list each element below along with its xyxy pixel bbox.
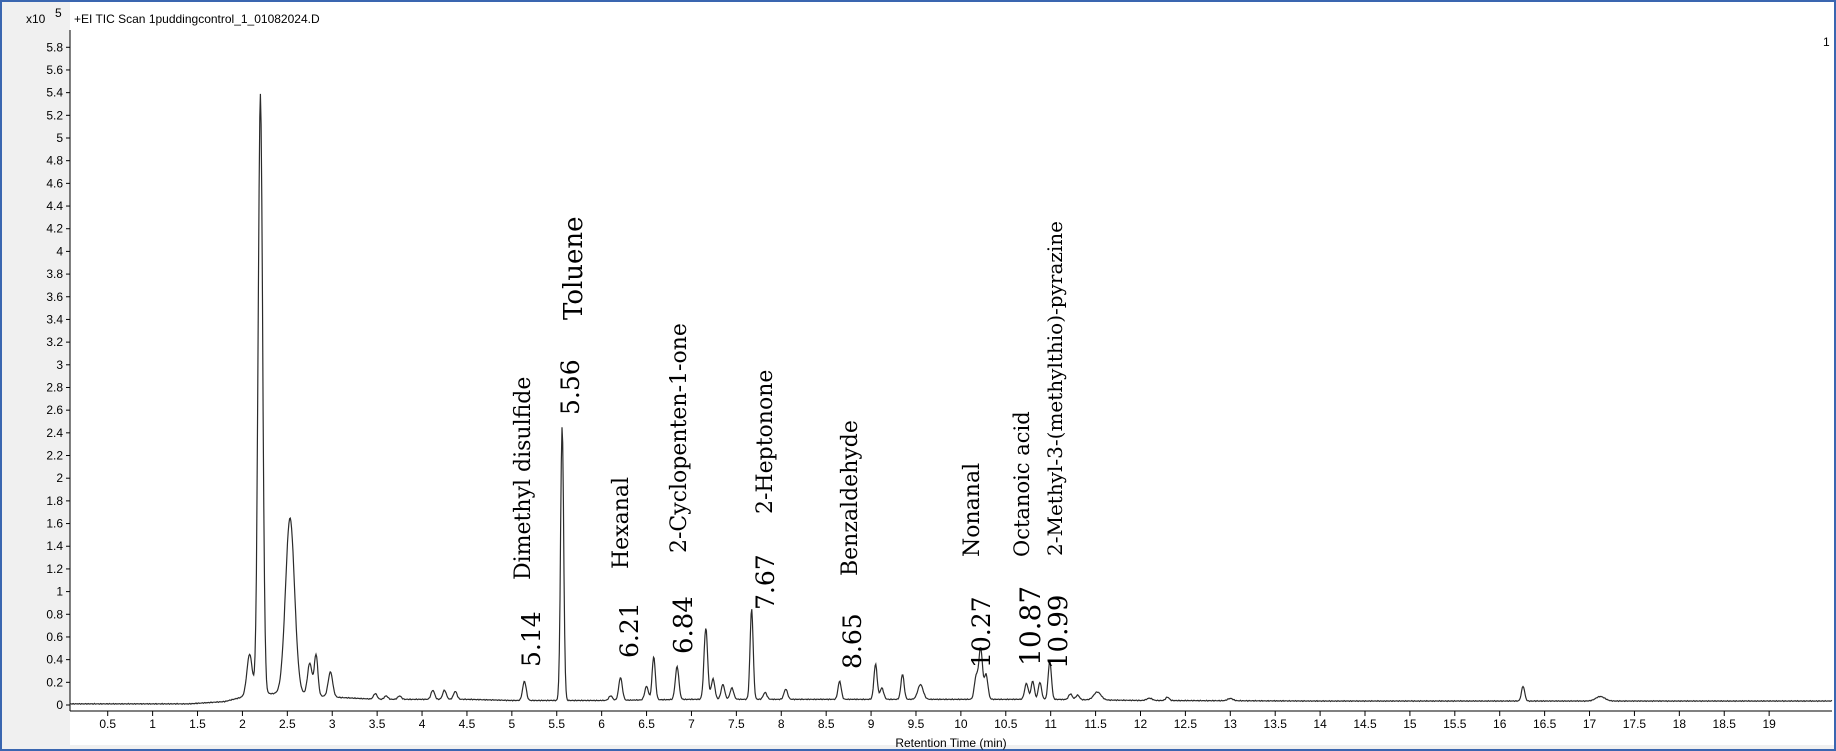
x-tick-label: 10.5: [994, 717, 1018, 731]
x-tick-label: 13.5: [1264, 717, 1288, 731]
y-tick-label: 0.2: [46, 675, 63, 689]
peak-retention-time-label: 7.67: [751, 554, 780, 610]
y-tick-label: 2.4: [46, 426, 63, 440]
peak-compound-name-label: Benzaldehyde: [838, 420, 863, 576]
x-tick-label: 16: [1493, 717, 1507, 731]
x-tick-label: 17.5: [1623, 717, 1647, 731]
peak-retention-time-label: 10.27: [967, 596, 996, 668]
x-tick-label: 8.5: [818, 717, 835, 731]
y-tick-label: 4.2: [46, 222, 63, 236]
x-tick-label: 12: [1134, 717, 1148, 731]
y-tick-label: 0.8: [46, 607, 63, 621]
x-tick-label: 15.5: [1443, 717, 1467, 731]
y-axis-ticks: 0 0.2 0.4 0.6 0.8 1 1.2 1.4 1.6 1.8 2 2.2 2.4 2.6 2.8 3…: [46, 40, 70, 712]
peak-retention-time-label: 5.14: [517, 611, 546, 667]
y-tick-label: 1.6: [46, 517, 63, 531]
peak-compound-name-label: 2-Heptonone: [753, 370, 778, 514]
x-tick-label: 9: [868, 717, 875, 731]
x-tick-label: 3.5: [369, 717, 386, 731]
x-tick-label: 4: [419, 717, 426, 731]
y-tick-label: 1.2: [46, 562, 63, 576]
y-tick-label: 4.4: [46, 199, 63, 213]
peak-compound-name-label: Nonanal: [960, 463, 985, 557]
y-tick-label: 1: [56, 585, 63, 599]
x-tick-label: 8: [778, 717, 785, 731]
peak-compound-name-label: Dimethyl disulfide: [511, 377, 536, 580]
y-tick-label: 5.4: [46, 86, 63, 100]
x-tick-label: 17: [1583, 717, 1597, 731]
x-tick-label: 14.5: [1353, 717, 1377, 731]
x-tick-label: 12.5: [1174, 717, 1198, 731]
y-tick-label: 4: [56, 244, 63, 258]
peak-retention-time-label: 10.87: [1014, 586, 1047, 666]
x-tick-label: 1.5: [189, 717, 206, 731]
peak-retention-time-label: 8.65: [838, 613, 867, 669]
y-tick-label: 2.6: [46, 403, 63, 417]
x-tick-label: 7: [688, 717, 695, 731]
peak-compound-name-label: Toluene: [559, 216, 589, 320]
peak-compound-name-label: Hexanal: [609, 477, 634, 569]
x-tick-label: 15: [1403, 717, 1417, 731]
y-multiplier-base: x10: [26, 12, 46, 26]
x-tick-label: 11: [1044, 717, 1057, 731]
y-tick-label: 3: [56, 358, 63, 372]
y-tick-label: 0.6: [46, 630, 63, 644]
y-multiplier-exponent: 5: [55, 6, 62, 20]
x-tick-label: 1: [149, 717, 156, 731]
x-tick-label: 14: [1313, 717, 1327, 731]
y-tick-label: 3.4: [46, 312, 63, 326]
peak-compound-name-label: 2-Methyl-3-(methylthio)-pyrazine: [1043, 221, 1067, 556]
x-tick-label: 11.5: [1084, 717, 1107, 731]
x-tick-label: 18: [1673, 717, 1687, 731]
x-tick-label: 9.5: [908, 717, 925, 731]
x-tick-label: 5.5: [548, 717, 565, 731]
x-tick-label: 19: [1762, 717, 1776, 731]
x-axis-ticks: 0.5 1 1.5 2 2.5 3 3.5 4 4.5 5 5.5 6 6.5 7 7.5 8 8.5 9 9.5 1…: [99, 711, 1776, 731]
y-tick-label: 5.8: [46, 40, 63, 54]
peak-retention-time-label: 6.21: [615, 602, 644, 658]
peak-compound-name-label: 2-Cyclopenten-1-one: [667, 323, 692, 553]
x-tick-label: 7.5: [728, 717, 745, 731]
chart-title: +EI TIC Scan 1puddingcontrol_1_01082024.…: [74, 12, 320, 26]
y-tick-label: 1.8: [46, 494, 63, 508]
peak-retention-time-label: 5.56: [556, 359, 585, 415]
x-tick-label: 10: [954, 717, 968, 731]
x-tick-label: 18.5: [1713, 717, 1737, 731]
y-tick-label: 3.8: [46, 267, 63, 281]
x-tick-label: 2: [239, 717, 246, 731]
y-tick-label: 5.2: [46, 108, 63, 122]
y-tick-label: 4.8: [46, 154, 63, 168]
y-tick-label: 2: [56, 471, 63, 485]
peak-compound-name-label: Octanoic acid: [1010, 411, 1034, 557]
y-tick-label: 0.4: [46, 653, 63, 667]
y-tick-label: 5.6: [46, 63, 63, 77]
peak-annotations: 5.14 Dimethyl disulfide 5.56 Toluene 6.21 Hex…: [511, 216, 1074, 669]
y-tick-label: 2.2: [46, 449, 63, 463]
y-tick-label: 3.2: [46, 335, 63, 349]
y-tick-label: 4.6: [46, 176, 63, 190]
x-tick-label: 0.5: [99, 717, 116, 731]
x-tick-label: 3: [329, 717, 336, 731]
x-tick-label: 6: [598, 717, 605, 731]
peak-retention-time-label: 10.99: [1044, 595, 1074, 669]
y-tick-label: 0: [56, 698, 63, 712]
y-tick-label: 5: [56, 131, 63, 145]
x-tick-label: 6.5: [638, 717, 655, 731]
x-tick-label: 16.5: [1533, 717, 1557, 731]
x-tick-label: 5: [509, 717, 516, 731]
y-tick-label: 2.8: [46, 380, 63, 394]
x-tick-label: 4.5: [459, 717, 476, 731]
x-axis-label: Retention Time (min): [895, 736, 1006, 750]
panel-number: 1: [1823, 35, 1830, 49]
y-tick-label: 3.6: [46, 290, 63, 304]
plot-area: [70, 2, 1834, 745]
peak-retention-time-label: 6.84: [669, 596, 699, 654]
tic-trace-line: [69, 93, 1833, 706]
x-tick-label: 2.5: [279, 717, 296, 731]
y-tick-label: 1.4: [46, 539, 63, 553]
x-tick-label: 13: [1224, 717, 1238, 731]
